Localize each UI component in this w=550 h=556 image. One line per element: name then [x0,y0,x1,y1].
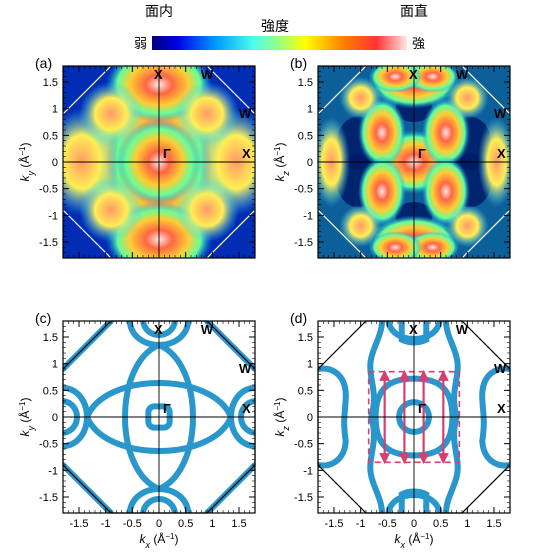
svg-text:1: 1 [464,518,470,530]
svg-text:0: 0 [52,157,58,169]
svg-text:-1.5: -1.5 [325,518,344,530]
svg-text:1: 1 [307,104,313,116]
panel-label-b: (b) [290,55,307,71]
svg-text:1.5: 1.5 [43,77,58,89]
svg-text:1: 1 [52,104,58,116]
xlabel: kx (Å−1) [140,531,179,550]
svg-text:0.5: 0.5 [43,130,58,142]
ylabel: kz (Å−1) [272,398,291,437]
xlabel: kx (Å−1) [395,531,434,550]
intensity-label: 強度 [261,18,289,34]
svg-text:-1: -1 [303,210,313,222]
svg-text:X: X [242,401,251,416]
svg-text:X: X [497,146,506,161]
panel-a: ΓXXWW-1.5-1-0.500.511.5ky (Å−1)(a) [17,47,274,276]
svg-text:1: 1 [209,518,215,530]
svg-text:0: 0 [411,518,417,530]
svg-text:-1: -1 [356,518,366,530]
svg-text:-0.5: -0.5 [39,439,58,451]
svg-text:1: 1 [52,359,58,371]
svg-text:-1: -1 [303,465,313,477]
panel-c: ΓXXWW-1.5-1.5-1-1-0.5-0.5000.50.5111.51.… [17,310,255,550]
figure: 面内面直強度弱強ΓXXWW-1.5-1-0.500.511.5ky (Å−1)(… [0,0,550,556]
label-out-plane: 面直 [400,3,428,19]
svg-text:-0.5: -0.5 [294,439,313,451]
svg-text:-1.5: -1.5 [39,492,58,504]
strong-label: 強 [412,36,425,51]
svg-text:0: 0 [307,412,313,424]
label-in-plane: 面内 [145,3,173,19]
svg-text:-0.5: -0.5 [123,518,142,530]
svg-text:-0.5: -0.5 [39,184,58,196]
svg-text:0: 0 [52,412,58,424]
colorbar [152,36,407,50]
svg-text:-1.5: -1.5 [294,492,313,504]
svg-text:1.5: 1.5 [43,332,58,344]
svg-text:1.5: 1.5 [298,77,313,89]
svg-text:-1: -1 [48,465,58,477]
svg-text:0.5: 0.5 [178,518,193,530]
panel-b: ΓXXWW-1.5-1-0.500.511.5kz (Å−1)(b) [272,55,515,269]
ylabel: ky (Å−1) [17,398,36,437]
svg-text:0.5: 0.5 [433,518,448,530]
ylabel: ky (Å−1) [17,143,36,182]
panel-label-c: (c) [35,310,51,326]
panel-label-a: (a) [35,55,52,71]
svg-text:-0.5: -0.5 [378,518,397,530]
svg-text:Γ: Γ [418,146,426,161]
svg-text:1.5: 1.5 [231,518,246,530]
svg-text:-1: -1 [48,210,58,222]
svg-text:X: X [242,146,251,161]
svg-text:-1.5: -1.5 [294,237,313,249]
panel-label-d: (d) [290,310,307,326]
svg-text:-1: -1 [101,518,111,530]
svg-text:-1.5: -1.5 [70,518,89,530]
svg-text:-0.5: -0.5 [294,184,313,196]
svg-text:1.5: 1.5 [298,332,313,344]
svg-text:Γ: Γ [418,401,426,416]
svg-text:0.5: 0.5 [298,130,313,142]
svg-text:0: 0 [156,518,162,530]
svg-text:X: X [497,401,506,416]
panel-d: ΓXXWW-1.5-1.5-1-1-0.5-0.5000.50.5111.51.… [272,310,510,550]
svg-text:0.5: 0.5 [298,385,313,397]
svg-text:0: 0 [307,157,313,169]
svg-text:Γ: Γ [163,401,171,416]
weak-label: 弱 [134,36,147,51]
svg-text:1.5: 1.5 [486,518,501,530]
svg-text:0.5: 0.5 [43,385,58,397]
ylabel: kz (Å−1) [272,143,291,182]
svg-text:-1.5: -1.5 [39,237,58,249]
svg-text:Γ: Γ [163,146,171,161]
svg-text:1: 1 [307,359,313,371]
